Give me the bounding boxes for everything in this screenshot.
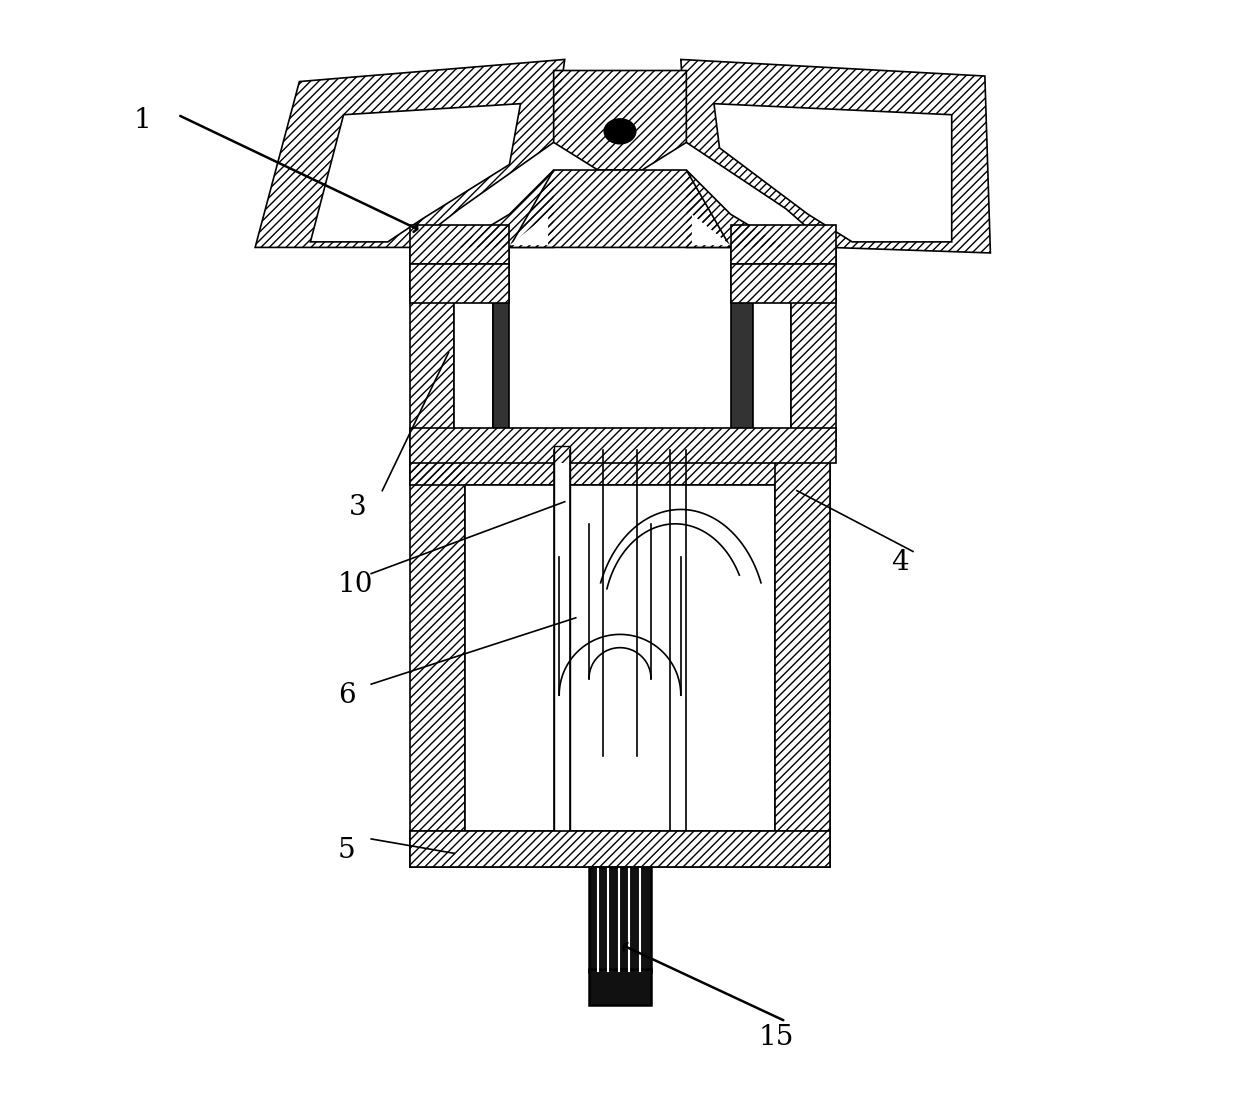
Bar <box>553 447 570 833</box>
Bar <box>410 463 465 867</box>
Bar <box>791 247 836 447</box>
Bar <box>791 247 836 447</box>
Bar <box>410 450 830 485</box>
Text: 5: 5 <box>339 837 356 863</box>
Text: 4: 4 <box>890 549 909 576</box>
Polygon shape <box>510 214 548 245</box>
Bar <box>775 463 830 867</box>
Bar <box>410 831 830 867</box>
Polygon shape <box>692 214 730 245</box>
Text: 1: 1 <box>134 107 151 134</box>
Bar <box>410 450 830 485</box>
Polygon shape <box>681 59 991 253</box>
Bar <box>775 450 830 831</box>
Text: 3: 3 <box>350 494 367 520</box>
Bar <box>410 428 836 463</box>
Bar <box>410 428 836 463</box>
Bar <box>730 264 836 303</box>
Bar <box>589 867 651 971</box>
Text: 10: 10 <box>339 571 373 598</box>
Bar <box>730 264 836 303</box>
Bar <box>410 264 510 303</box>
Bar <box>410 225 510 264</box>
Bar <box>410 225 510 264</box>
Bar <box>492 247 510 447</box>
Ellipse shape <box>605 119 635 144</box>
Bar <box>730 225 836 264</box>
Polygon shape <box>255 59 564 247</box>
Text: 15: 15 <box>758 1025 794 1052</box>
Polygon shape <box>714 104 952 242</box>
Bar <box>410 463 465 867</box>
Text: 6: 6 <box>339 682 356 709</box>
Bar <box>454 247 492 447</box>
Bar <box>730 225 836 264</box>
Polygon shape <box>310 104 521 242</box>
Bar <box>410 247 454 447</box>
Bar <box>410 831 830 867</box>
Polygon shape <box>686 170 786 247</box>
Bar <box>775 463 830 867</box>
Polygon shape <box>553 70 686 170</box>
Polygon shape <box>454 170 553 247</box>
Bar <box>410 831 830 867</box>
Polygon shape <box>510 170 730 247</box>
Bar <box>410 831 830 867</box>
Bar <box>410 264 510 303</box>
Bar <box>753 247 791 447</box>
Bar <box>589 969 651 1005</box>
Bar <box>730 247 753 447</box>
Bar <box>775 450 830 831</box>
Bar <box>410 247 454 447</box>
Bar <box>465 485 775 831</box>
